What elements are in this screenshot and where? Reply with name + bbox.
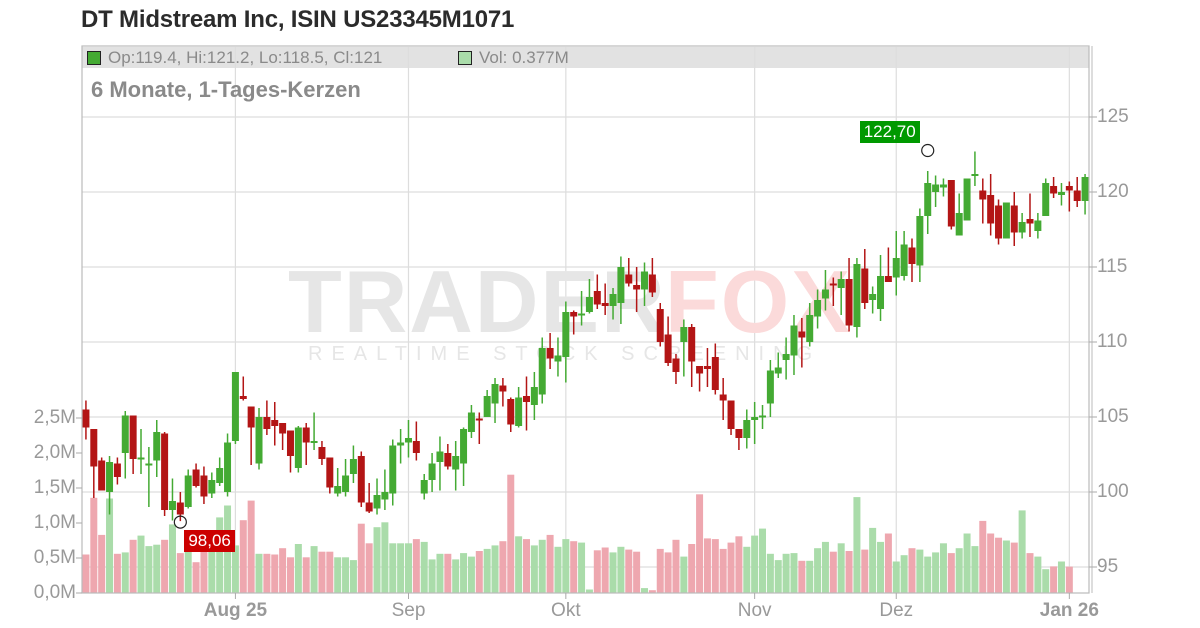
price-tick-label: 125 xyxy=(1097,106,1129,127)
low-price-label: 98,06 xyxy=(184,530,235,552)
volume-bars xyxy=(82,474,1073,593)
date-tick-label: Aug 25 xyxy=(203,600,268,621)
volume-tick-label: 2,5M xyxy=(33,407,76,428)
price-tick-label: 120 xyxy=(1097,181,1129,202)
volume-swatch-icon xyxy=(458,51,472,65)
price-tick-label: 100 xyxy=(1097,481,1129,502)
ohlc-swatch-icon xyxy=(87,51,101,65)
svg-text:REALTIME STOCK SCREENING: REALTIME STOCK SCREENING xyxy=(308,343,821,365)
volume-legend: Vol: 0.377M xyxy=(458,48,569,68)
svg-text:TRADER: TRADER xyxy=(288,252,667,351)
plot-frame xyxy=(76,45,1097,599)
ohlc-values: Op:119.4, Hi:121.2, Lo:118.5, Cl:121 xyxy=(108,48,383,67)
volume-tick-label: 0,0M xyxy=(33,582,76,603)
tradefox-watermark: TRADER FOX REALTIME STOCK SCREENING xyxy=(288,252,850,365)
chart-title: DT Midstream Inc, ISIN US23345M1071 xyxy=(81,6,515,33)
date-tick-label: Nov xyxy=(737,600,772,621)
info-bar xyxy=(82,47,1089,68)
high-price-label: 122,70 xyxy=(859,121,920,143)
extreme-markers xyxy=(173,143,935,529)
price-tick-label: 110 xyxy=(1097,331,1128,352)
volume-tick-label: 2,0M xyxy=(33,442,76,463)
date-tick-label: Dez xyxy=(879,600,914,621)
date-tick-label: Okt xyxy=(551,600,581,621)
ohlc-legend: Op:119.4, Hi:121.2, Lo:118.5, Cl:121 xyxy=(87,48,382,68)
volume-value: Vol: 0.377M xyxy=(479,48,569,67)
date-tick-label: Sep xyxy=(391,600,426,621)
volume-tick-label: 1,0M xyxy=(33,512,76,533)
date-tick-label: Jan 26 xyxy=(1039,600,1099,621)
volume-tick-label: 1,5M xyxy=(33,477,76,498)
price-candles xyxy=(82,151,1089,522)
price-tick-label: 95 xyxy=(1097,556,1119,577)
price-tick-label: 105 xyxy=(1097,406,1129,427)
price-tick-label: 115 xyxy=(1097,256,1128,277)
volume-tick-label: 0,5M xyxy=(33,547,76,568)
chart-subtitle: 6 Monate, 1-Tages-Kerzen xyxy=(91,77,361,102)
